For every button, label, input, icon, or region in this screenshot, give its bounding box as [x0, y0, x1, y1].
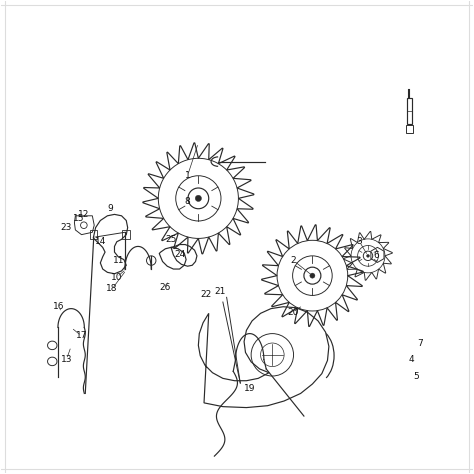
Text: 21: 21: [214, 287, 226, 296]
Circle shape: [195, 195, 201, 201]
Text: 5: 5: [413, 372, 419, 381]
Text: 6: 6: [373, 251, 379, 260]
Text: 18: 18: [106, 284, 118, 293]
Text: 4: 4: [409, 355, 414, 364]
Text: 26: 26: [160, 283, 171, 292]
Bar: [406, 125, 413, 133]
Text: 25: 25: [165, 235, 177, 244]
Text: 7: 7: [417, 338, 423, 347]
Text: 17: 17: [76, 331, 87, 340]
Text: 22: 22: [201, 290, 212, 299]
Text: 3: 3: [356, 237, 363, 246]
Text: 15: 15: [73, 214, 85, 223]
Text: 19: 19: [244, 384, 255, 393]
Text: 1: 1: [185, 171, 191, 180]
Text: 13: 13: [61, 355, 72, 364]
Text: 24: 24: [174, 250, 185, 259]
Text: 16: 16: [53, 302, 64, 311]
Text: 12: 12: [78, 210, 90, 219]
Text: 23: 23: [61, 223, 72, 232]
Text: 8: 8: [185, 197, 191, 206]
Circle shape: [366, 255, 369, 257]
Text: 10: 10: [111, 273, 123, 282]
Circle shape: [310, 273, 315, 278]
Text: 20: 20: [287, 308, 298, 317]
Text: 14: 14: [95, 237, 106, 246]
Text: 11: 11: [112, 256, 124, 265]
Text: 2: 2: [291, 256, 296, 265]
Text: 9: 9: [107, 204, 113, 213]
Bar: [407, 98, 412, 124]
